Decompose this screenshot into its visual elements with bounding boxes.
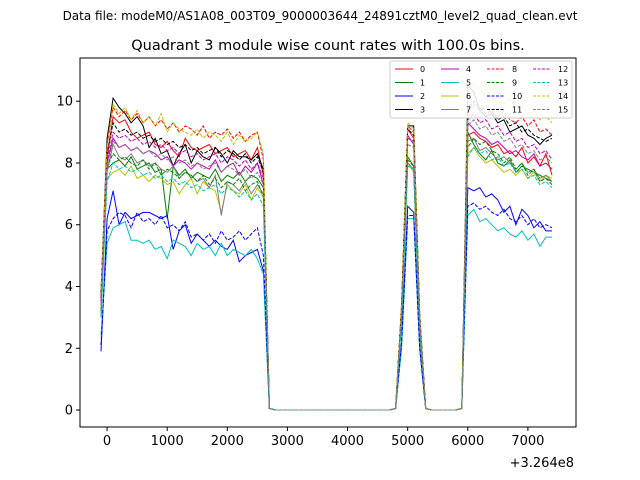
chart-title: Quadrant 3 module wise count rates with …	[131, 38, 525, 54]
x-offset-label: +3.264e8	[510, 456, 574, 471]
legend-label-1: 1	[420, 79, 425, 88]
legend-label-6: 6	[466, 92, 471, 101]
x-tick-label-7000: 7000	[511, 434, 544, 449]
x-tick-label-1000: 1000	[151, 434, 184, 449]
legend-label-7: 7	[466, 106, 471, 115]
axes-frame	[79, 57, 577, 428]
x-tick-label-3000: 3000	[271, 434, 304, 449]
legend-label-11: 11	[512, 106, 522, 115]
x-tick-label-6000: 6000	[451, 434, 484, 449]
x-tick-label-4000: 4000	[331, 434, 364, 449]
legend-label-9: 9	[512, 79, 517, 88]
suptitle: Data file: modeM0/AS1A08_003T09_90000036…	[63, 9, 578, 23]
y-tick-label-2: 2	[65, 342, 73, 357]
y-tick-label-10: 10	[56, 95, 73, 110]
legend-label-8: 8	[512, 65, 517, 74]
y-tick-label-8: 8	[65, 156, 73, 171]
legend-label-15: 15	[558, 106, 568, 115]
x-tick-label-2000: 2000	[211, 434, 244, 449]
legend-label-3: 3	[420, 106, 425, 115]
y-tick-label-4: 4	[65, 280, 73, 295]
legend-label-12: 12	[558, 65, 568, 74]
legend-label-5: 5	[466, 79, 471, 88]
legend-label-14: 14	[558, 92, 568, 101]
y-tick-label-6: 6	[65, 218, 73, 233]
legend-label-13: 13	[558, 79, 568, 88]
x-tick-label-5000: 5000	[391, 434, 424, 449]
legend-label-2: 2	[420, 92, 425, 101]
x-tick-label-0: 0	[103, 434, 111, 449]
plot-area: 0 1000 2000 3000 4000 5000 6000 700002468100123…	[56, 57, 577, 449]
legend-label-10: 10	[512, 92, 522, 101]
y-tick-label-0: 0	[65, 404, 73, 419]
series-line-15	[100, 119, 553, 411]
legend-label-4: 4	[466, 65, 471, 74]
legend-label-0: 0	[420, 65, 425, 74]
legend-box	[389, 60, 573, 119]
